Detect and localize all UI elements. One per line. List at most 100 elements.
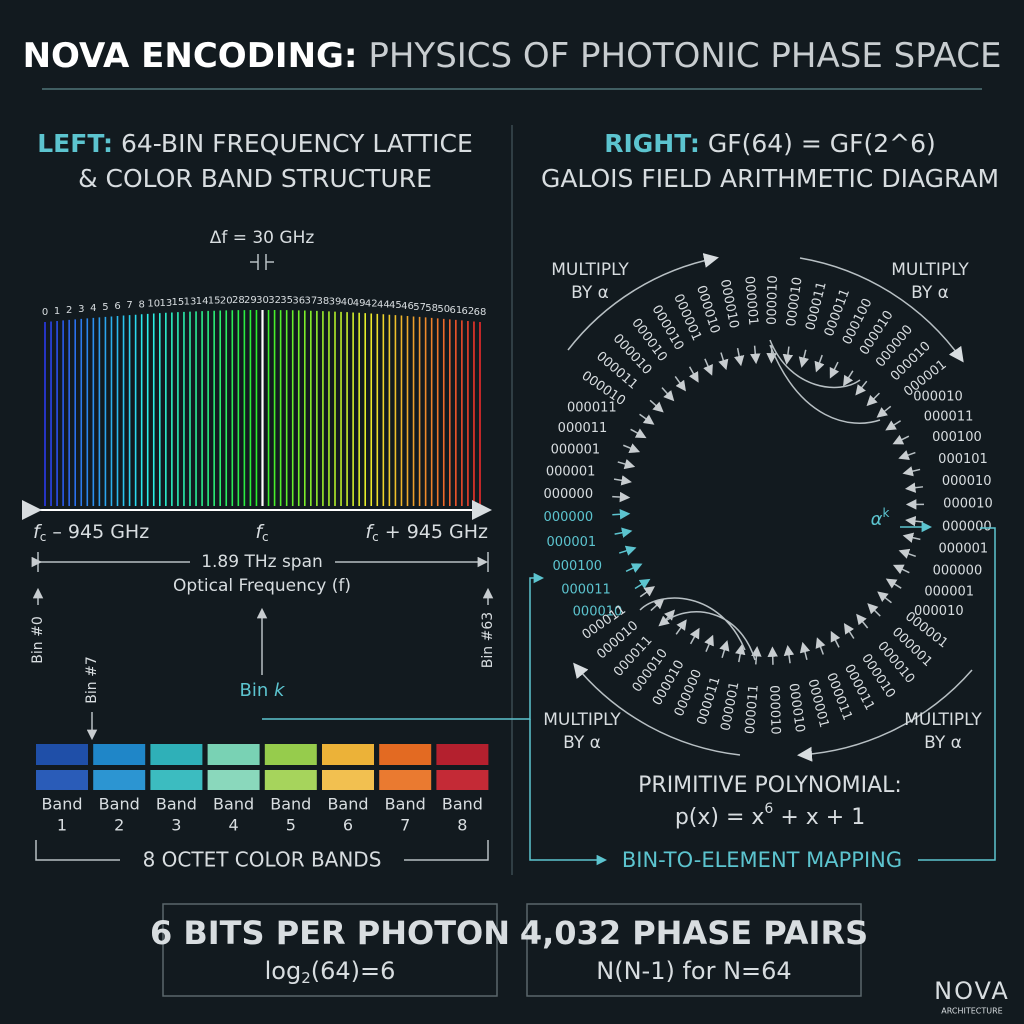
- band-label: Band: [156, 795, 197, 814]
- cycle-arrow: [799, 257, 964, 363]
- mapping-line: [529, 719, 608, 866]
- ring-arrow: [892, 564, 910, 575]
- ring-arrow: [876, 405, 892, 418]
- multiply-label: BY α: [911, 283, 949, 303]
- bin-7: Bin #7: [84, 656, 100, 703]
- bin-label: 0: [42, 307, 48, 318]
- log-rest: (64)=6: [311, 957, 396, 985]
- ring-arrow: [689, 627, 700, 645]
- band-number: 1: [57, 816, 67, 835]
- edge-left: fc – 945 GHz: [33, 521, 149, 544]
- pairs-box: [526, 903, 862, 997]
- ring-element: 000011: [558, 421, 608, 436]
- band-swatch: [264, 770, 317, 790]
- band-swatch: [379, 770, 432, 790]
- ring-arrow: [843, 623, 855, 639]
- band-swatch: [36, 744, 88, 765]
- bin-label: 50: [437, 304, 450, 315]
- ring-arrow: [892, 434, 910, 445]
- bin-label: 20: [220, 295, 233, 306]
- band-swatch: [150, 770, 203, 790]
- pairs-formula: N(N-1) for N=64: [596, 957, 791, 985]
- ring-arrow: [612, 491, 631, 503]
- bin-label: 40: [341, 297, 354, 308]
- mapping-line: [918, 527, 996, 861]
- bin-label: 42: [365, 299, 378, 310]
- cycle-arrow: [567, 253, 719, 351]
- band-swatch: [36, 770, 88, 790]
- band-swatch: [207, 744, 260, 765]
- ring-element: 000011: [743, 684, 762, 735]
- band-swatch: [264, 744, 317, 765]
- right-heading-bold: RIGHT:: [604, 129, 700, 158]
- alpha-k: αk: [871, 506, 890, 531]
- bin-label: 46: [401, 301, 414, 312]
- ring-arrow: [855, 380, 868, 396]
- band-number: 5: [286, 816, 296, 835]
- ring-arrow: [898, 548, 916, 559]
- bits-box: [162, 903, 498, 997]
- mapping: BIN-TO-ELEMENT MAPPING: [622, 848, 902, 872]
- ring-element: 000000: [543, 487, 593, 502]
- ring-arrow: [617, 458, 636, 470]
- band-label: Band: [213, 795, 254, 814]
- poly-exp: 6: [764, 801, 773, 817]
- ring-arrow: [650, 598, 665, 612]
- right-heading: RIGHT: GF(64) = GF(2^6): [604, 129, 936, 158]
- band-number: 2: [114, 816, 124, 835]
- band-swatch: [207, 770, 260, 790]
- ring-arrow: [639, 413, 655, 425]
- ring-arrow: [675, 619, 687, 635]
- log: log: [265, 957, 302, 985]
- band-label: Band: [270, 795, 311, 814]
- delta-bracket: [250, 254, 274, 270]
- ring-arrow: [618, 545, 637, 556]
- ring-arrow: [814, 354, 825, 373]
- band-swatch: [150, 744, 203, 765]
- band-number: 6: [343, 816, 353, 835]
- ring-arrow: [856, 613, 869, 629]
- bin-0: Bin #0: [30, 616, 46, 663]
- bin-label: 3: [78, 304, 84, 315]
- band-number: 3: [171, 816, 181, 835]
- bin-label: 30: [256, 295, 269, 306]
- bin-k: Bin k: [240, 680, 286, 701]
- edge-text: – 945 GHz: [46, 521, 149, 543]
- bin-label: 5: [102, 302, 108, 313]
- bin-63: Bin #63: [480, 612, 496, 668]
- ring-element: 000010: [784, 276, 806, 327]
- ring-element: 000000: [933, 563, 983, 578]
- bands: Band 1 Band 2 Band 3 Band 4 Band 5 Band 6 Band 7 Band 8: [36, 744, 489, 835]
- f: f: [365, 521, 375, 543]
- ring-arrow: [703, 358, 713, 376]
- band-number: 7: [400, 816, 410, 835]
- title: NOVA ENCODING: PHYSICS OF PHOTONIC PHASE…: [23, 36, 1002, 76]
- ring-element: 000001: [741, 275, 760, 326]
- bands-bracket: [35, 840, 489, 861]
- bin-label: 68: [474, 307, 487, 318]
- ring-arrow: [625, 563, 643, 573]
- bin-label: 57: [413, 302, 426, 313]
- ring-arrow: [733, 348, 745, 367]
- bin-label: 29: [244, 295, 257, 306]
- delta-f: Δf = 30 GHz: [210, 228, 315, 248]
- ring-arrow: [612, 509, 631, 520]
- bin-label: 6: [114, 301, 120, 312]
- bin-label: 14: [196, 296, 209, 307]
- bin-label: 4: [90, 303, 96, 314]
- ring-arrow: [623, 443, 641, 454]
- poly-a: p(x) = x: [675, 805, 765, 830]
- band-number: 4: [229, 816, 239, 835]
- band-number: 8: [457, 816, 467, 835]
- bin-label: 15: [172, 297, 185, 308]
- bin-label: 15: [208, 296, 221, 307]
- ring-element: 000000: [942, 519, 992, 534]
- center-freq: fc: [255, 521, 268, 544]
- ring-element: 000011: [924, 409, 974, 424]
- bin-label: 45: [389, 300, 402, 311]
- f: f: [255, 521, 265, 543]
- ring-element: 000011: [567, 400, 617, 415]
- bin-label: 10: [147, 299, 160, 310]
- ring-arrow: [905, 515, 924, 527]
- edge-right: fc + 945 GHz: [365, 521, 488, 544]
